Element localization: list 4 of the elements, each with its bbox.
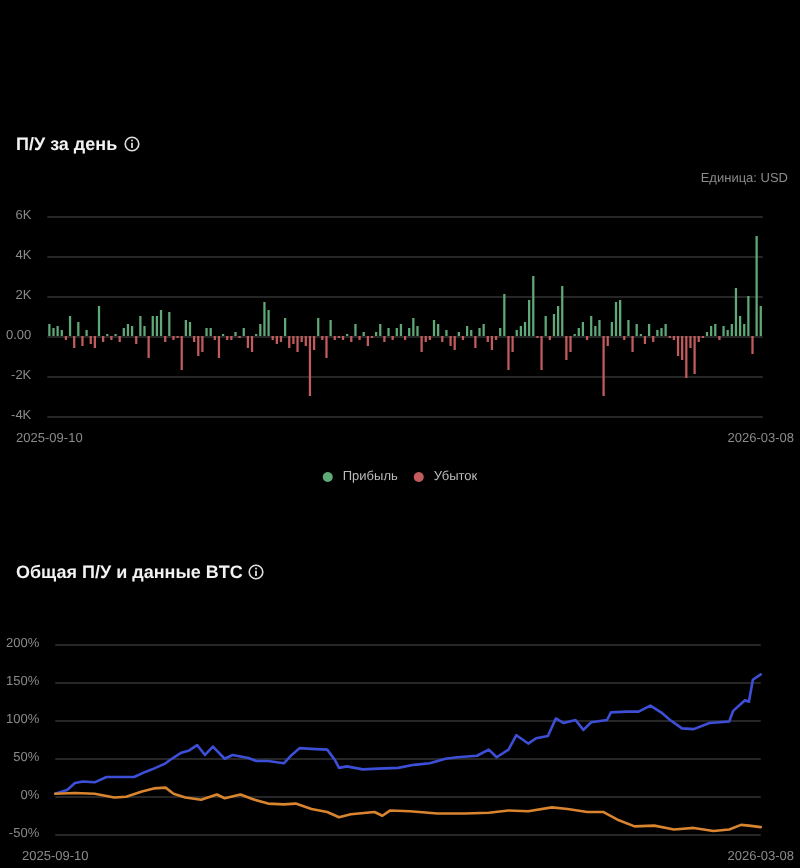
line-series	[53, 673, 763, 796]
chart-title: Общая П/У и данные BTC	[16, 562, 243, 582]
chart-title: П/У за день	[16, 134, 118, 154]
line-series	[53, 786, 763, 833]
